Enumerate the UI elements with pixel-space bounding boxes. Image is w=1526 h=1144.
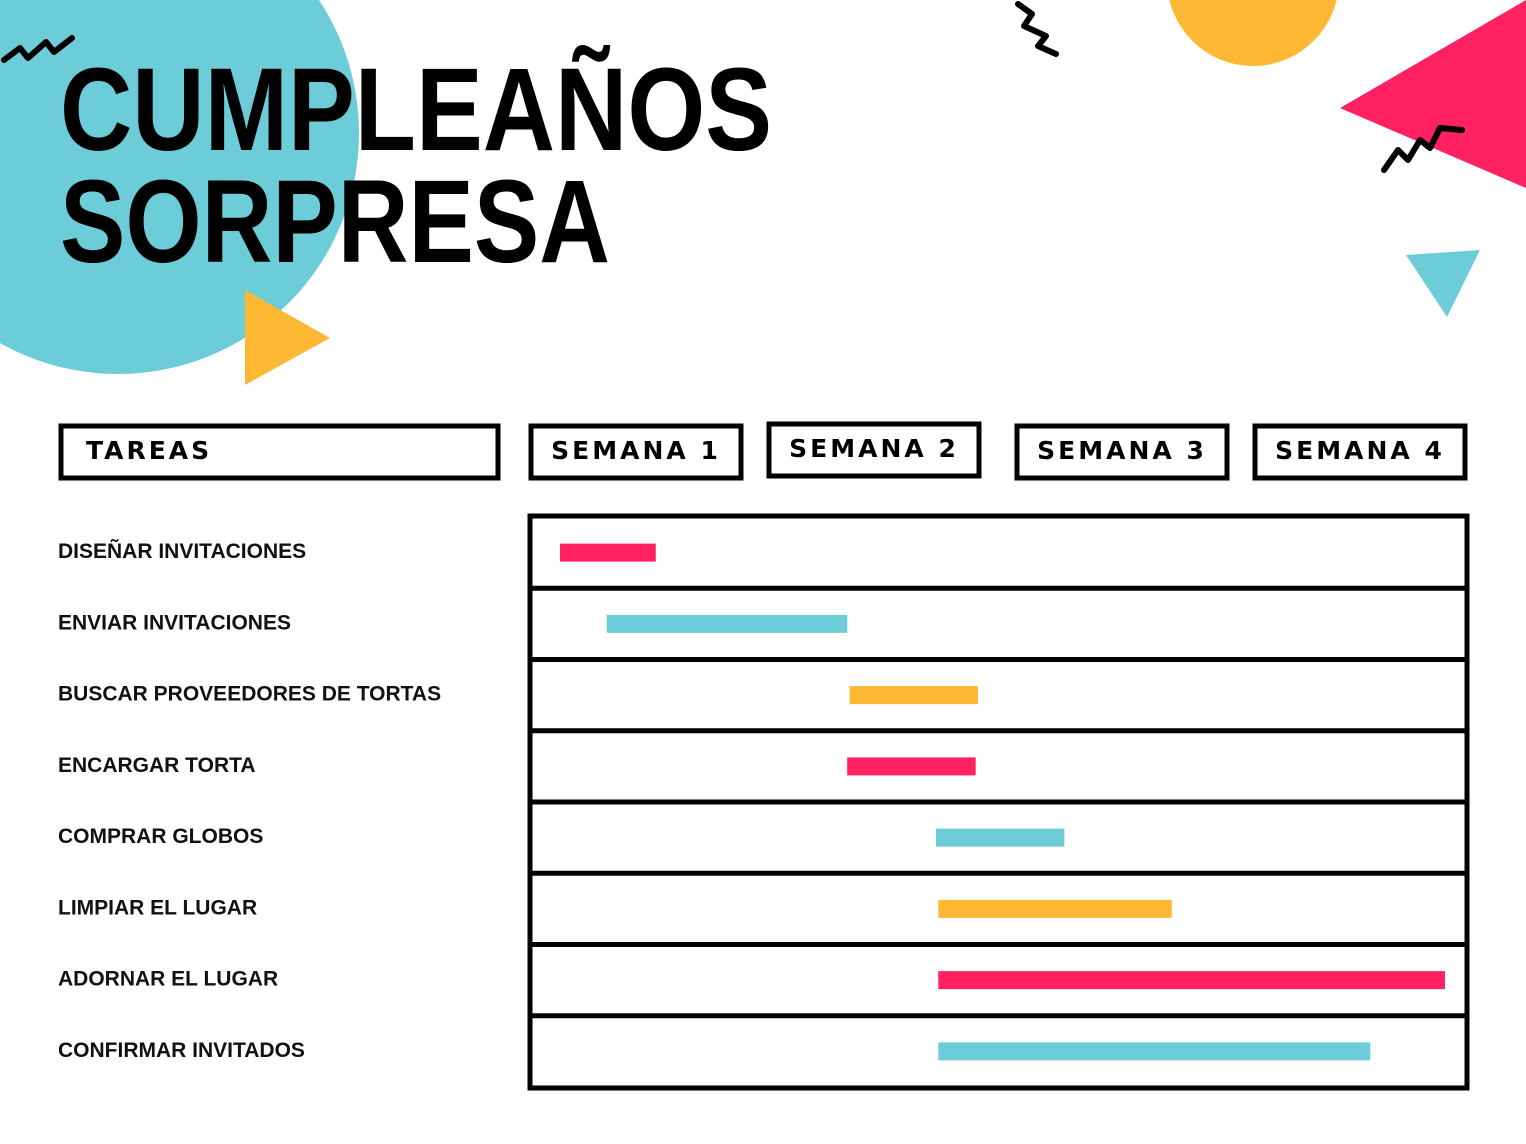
task-label: LIMPIAR EL LUGAR xyxy=(58,896,257,919)
period-box xyxy=(1252,423,1468,481)
task-label: ENVIAR INVITACIONES xyxy=(58,611,291,634)
period-label: SEMANA 2 xyxy=(789,434,959,463)
decor-triangle xyxy=(1340,0,1526,188)
task-bar xyxy=(847,757,976,776)
title-line: SORPRESA xyxy=(60,156,610,288)
period-box xyxy=(1014,423,1230,481)
decor-zigzag xyxy=(1,35,75,63)
task-bar xyxy=(560,543,656,562)
decor-zigzag xyxy=(1015,1,1059,57)
task-label: ADORNAR EL LUGAR xyxy=(58,968,278,991)
decor-circle xyxy=(1169,0,1337,66)
task-label: CONFIRMAR INVITADOS xyxy=(58,1039,305,1062)
header-box xyxy=(58,423,501,481)
chart-frame xyxy=(527,513,1470,1091)
task-bar xyxy=(938,971,1445,990)
gantt: SEMANA 1 SEMANA 2 SEMANA 3 SEMANA 4 DISEÑAR … xyxy=(58,421,1470,1091)
period-label: SEMANA 1 xyxy=(551,436,721,465)
task-header: TAREAS xyxy=(86,436,212,465)
task-label: ENCARGAR TORTA xyxy=(58,754,256,777)
period-box xyxy=(528,423,744,481)
period-label: SEMANA 3 xyxy=(1037,436,1207,465)
decor-circle xyxy=(0,0,359,374)
task-bar xyxy=(606,614,848,633)
period-label: SEMANA 4 xyxy=(1275,436,1445,465)
decor-triangle xyxy=(1406,250,1480,317)
period-box xyxy=(766,421,982,479)
decor-triangle xyxy=(245,290,330,385)
task-bar xyxy=(849,686,978,705)
task-label: BUSCAR PROVEEDORES DE TORTAS xyxy=(58,683,441,706)
task-bar xyxy=(935,828,1065,847)
task-bar xyxy=(938,899,1172,918)
title-line: CUMPLEAÑOS xyxy=(60,44,772,176)
decor-zigzag xyxy=(1381,125,1465,173)
task-label: DISEÑAR INVITACIONES xyxy=(58,540,306,563)
task-label: COMPRAR GLOBOS xyxy=(58,825,263,848)
task-bar xyxy=(938,1042,1371,1061)
